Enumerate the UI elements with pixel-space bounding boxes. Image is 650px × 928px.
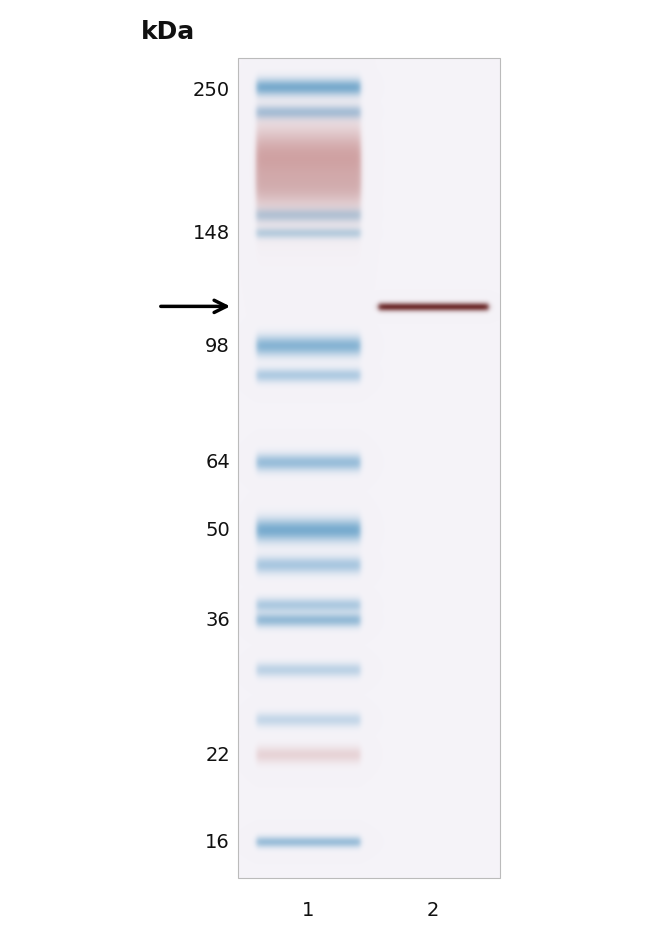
Text: kDa: kDa <box>141 20 195 44</box>
Text: 16: 16 <box>205 832 230 851</box>
Text: 36: 36 <box>205 611 230 629</box>
Text: 50: 50 <box>205 521 230 539</box>
Text: 2: 2 <box>427 900 439 919</box>
Text: 98: 98 <box>205 337 230 355</box>
Text: 250: 250 <box>193 81 230 99</box>
Text: 22: 22 <box>205 745 230 764</box>
Text: 148: 148 <box>193 224 230 243</box>
Text: 64: 64 <box>205 453 230 472</box>
Bar <box>238 59 500 878</box>
Text: 1: 1 <box>302 900 314 919</box>
